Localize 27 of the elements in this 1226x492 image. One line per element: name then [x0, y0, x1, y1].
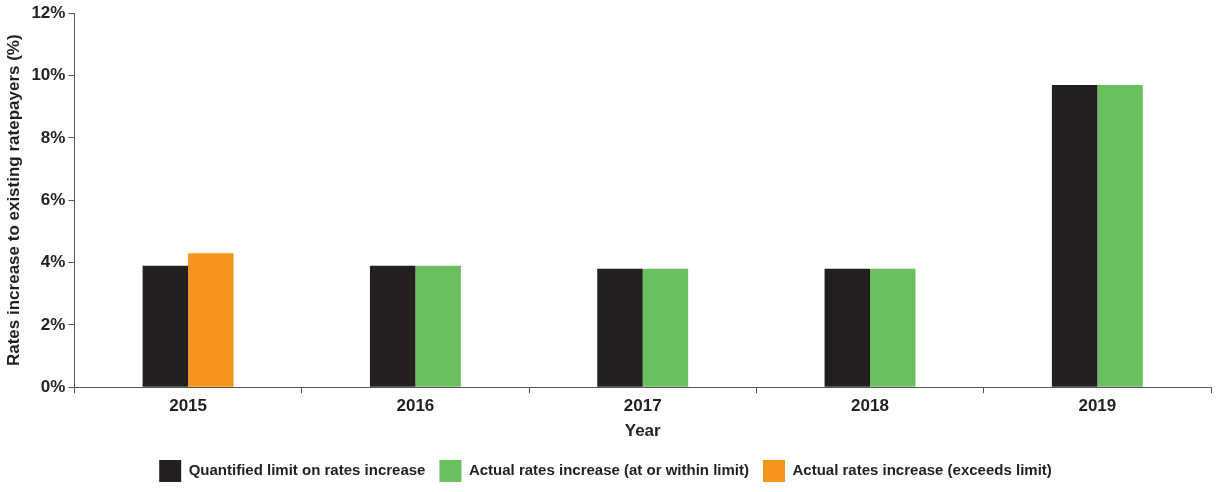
x-axis-title: Year — [624, 421, 662, 441]
y-tick-label: 2% — [40, 314, 66, 334]
x-tick-label: 2015 — [169, 396, 207, 416]
y-tick-label: 4% — [40, 252, 66, 272]
bar — [870, 268, 916, 387]
legend-label: Actual rates increase (at or within limit) — [468, 461, 750, 479]
bar — [824, 268, 871, 387]
y-tick-label: 6% — [40, 189, 66, 209]
x-tick-label: 2017 — [623, 396, 662, 416]
y-axis-title: Rates increase to existing ratepayers (%) — [3, 34, 23, 367]
x-tick-label: 2018 — [851, 396, 889, 416]
bar — [415, 265, 461, 387]
bar — [642, 268, 689, 387]
y-tick-label: 8% — [40, 127, 66, 147]
bar — [188, 253, 234, 387]
y-tick-label: 0% — [40, 376, 66, 396]
bar — [597, 268, 643, 387]
x-tick-label: 2019 — [1078, 396, 1117, 416]
y-tick-label: 12% — [31, 2, 66, 22]
legend-label: Quantified limit on rates increase — [188, 461, 426, 479]
bar — [142, 265, 189, 387]
legend-label: Actual rates increase (exceeds limit) — [792, 461, 1052, 479]
bar — [1051, 84, 1098, 387]
bar — [1097, 84, 1143, 387]
y-tick-label: 10% — [31, 65, 66, 85]
bar — [369, 265, 416, 387]
x-tick-label: 2016 — [396, 396, 435, 416]
